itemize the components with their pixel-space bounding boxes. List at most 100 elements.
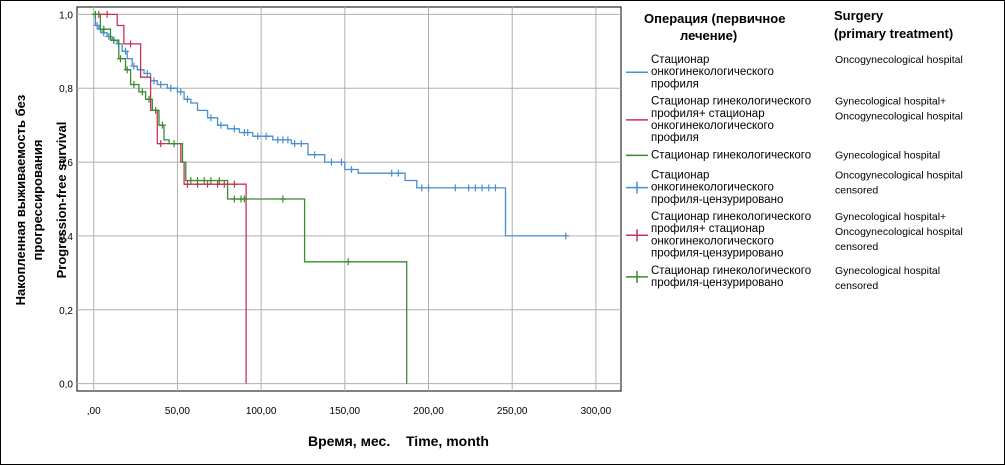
censor-mark-gyn_onco (103, 10, 111, 18)
legend-label-en: Gynecological hospital (835, 149, 940, 161)
censor-mark-onco (425, 184, 433, 192)
censor-mark-gyn_onco (127, 40, 135, 48)
censor-mark-gyn (145, 95, 153, 103)
legend-title-ru-2: лечение) (680, 28, 737, 43)
legend-label-ru: онкогинекологического (651, 66, 774, 78)
censor-mark-gyn (158, 121, 166, 129)
legend-label-ru: профиля+ стационар (651, 108, 765, 120)
censor-mark-onco (230, 125, 238, 133)
censor-mark-gyn (130, 81, 138, 89)
censor-mark-gyn (207, 177, 215, 185)
censor-mark-gyn (170, 140, 178, 148)
censor-mark-gyn (344, 258, 352, 266)
censor-mark-gyn (279, 195, 287, 203)
censor-mark-onco (297, 140, 305, 148)
ticks-group: ,00 50,00 100,00 150,00 200,00 250,00 300,00 0,… (59, 10, 612, 417)
censor-mark-gyn (117, 55, 125, 63)
censor-mark-onco (394, 169, 402, 177)
plot-area (76, 6, 622, 392)
x-tick-label: 300,00 (581, 406, 612, 417)
censor-mark-onco (291, 140, 299, 148)
censor-mark-onco (284, 136, 292, 144)
y-tick-label: 0,2 (59, 306, 73, 317)
legend-title-en-2: (primary treatment) (834, 26, 953, 41)
censor-mark-gyn (194, 177, 202, 185)
censor-mark-onco (327, 158, 335, 166)
legend-title-en-1: Surgery (834, 8, 884, 23)
censor-mark-gyn (187, 177, 195, 185)
legend-label-en: Oncogynecological hospital (835, 111, 963, 123)
legend-label-ru: онкогинекологического (651, 120, 774, 132)
censor-mark-gyn (215, 177, 223, 185)
legend-label-ru: онкогинекологического (651, 235, 774, 247)
y-tick-label: 1,0 (59, 10, 73, 21)
censor-mark-gyn (91, 10, 99, 18)
censor-mark-gyn (152, 106, 160, 114)
censor-mark-onco (143, 69, 151, 77)
legend-label-ru: Стационар гинекологического (651, 96, 811, 108)
legend: Операция (первичное лечение) Surgery (pr… (626, 8, 963, 292)
legend-label-en: censored (835, 184, 878, 196)
legend-label-en: censored (835, 241, 878, 253)
censor-mark-onco (451, 184, 459, 192)
legend-label-en: Gynecological hospital+ (835, 211, 946, 223)
y-axis-label-en: Progression-free survival (54, 122, 69, 279)
x-tick-label: 250,00 (497, 406, 528, 417)
censor-mark-onco (167, 84, 175, 92)
censor-mark-gyn (100, 25, 108, 33)
censor-mark-onco (93, 21, 101, 29)
legend-label-ru: Стационар гинекологического (651, 265, 811, 277)
censor-mark-onco (311, 151, 319, 159)
censor-mark-gyn (230, 195, 238, 203)
censor-mark-onco (177, 88, 185, 96)
censor-mark-onco (130, 62, 138, 70)
y-tick-label: 0,4 (59, 232, 73, 243)
censor-mark-onco (465, 184, 473, 192)
censor-mark-gyn (123, 66, 131, 74)
y-tick-label: 0,8 (59, 84, 73, 95)
legend-label-ru: онкогинекологического (651, 182, 774, 194)
legend-label-ru: профиля (651, 78, 699, 90)
censor-mark-gyn_onco (157, 140, 165, 148)
x-tick-label: ,00 (87, 406, 101, 417)
x-axis-label-en: Time, month (406, 433, 489, 449)
legend-label-ru: Стационар (651, 54, 709, 66)
legend-label-ru: профиля-цензурировано (651, 248, 783, 260)
legend-entries: СтационаронкогинекологическогопрофиляOnc… (626, 54, 963, 292)
censor-mark-gyn_onco (214, 180, 222, 188)
x-tick-label: 50,00 (165, 406, 190, 417)
censor-mark-onco (478, 184, 486, 192)
legend-label-ru: Стационар (651, 169, 709, 181)
legend-label-ru: профиля-цензурировано (651, 194, 783, 206)
y-axis-label-ru-1: Накопленная выживаемость без (13, 94, 28, 305)
censor-mark-onco (254, 132, 262, 140)
legend-label-en: censored (835, 280, 878, 292)
censor-mark-onco (388, 169, 396, 177)
censor-mark-onco (150, 77, 158, 85)
censor-mark-onco (348, 165, 356, 173)
censor-mark-onco (337, 158, 345, 166)
x-tick-label: 150,00 (330, 406, 361, 417)
x-tick-label: 200,00 (413, 406, 444, 417)
y-tick-label: 0,6 (59, 158, 73, 169)
censor-mark-onco (157, 81, 165, 89)
censor-mark-gyn_onco (204, 180, 212, 188)
legend-label-ru: Стационар гинекологического (651, 211, 811, 223)
censor-mark-onco (562, 232, 570, 240)
legend-label-ru: профиля+ стационар (651, 223, 765, 235)
legend-label-en: Oncogynecological hospital (835, 54, 963, 66)
censor-mark-gyn_onco (230, 180, 238, 188)
y-tick-label: 0,0 (59, 380, 73, 391)
censor-mark-gyn (138, 88, 146, 96)
legend-label-en: Oncogynecological hospital (835, 226, 963, 238)
censor-mark-gyn (110, 36, 118, 44)
censor-mark-onco (471, 184, 479, 192)
x-axis-label-ru: Время, мес. (308, 433, 390, 449)
censor-mark-gyn_onco (220, 180, 228, 188)
censor-mark-onco (262, 132, 270, 140)
legend-label-en: Oncogynecological hospital (835, 169, 963, 181)
censor-mark-onco (418, 184, 426, 192)
legend-label-en: Gynecological hospital+ (835, 96, 946, 108)
censor-mark-gyn_onco (183, 180, 191, 188)
